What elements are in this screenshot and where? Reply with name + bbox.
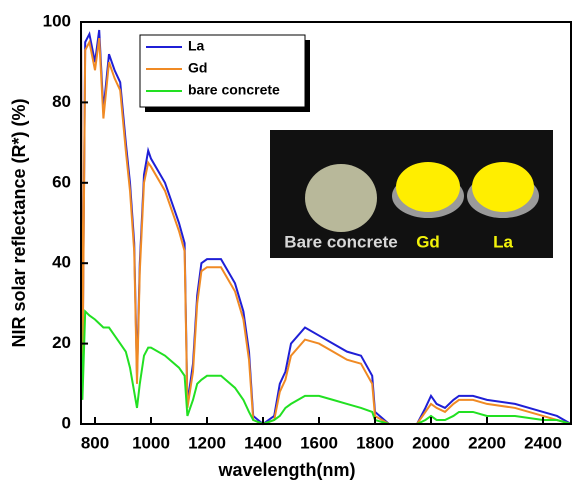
x-tick-label: 1600 [300,433,338,452]
inset-label: Gd [416,232,440,251]
y-tick-label: 20 [52,333,71,352]
y-tick-label: 40 [52,253,71,272]
inset-photo [270,130,553,258]
y-tick-label: 100 [43,11,71,30]
la-disc [472,162,534,212]
inset-label: Bare concrete [284,232,397,251]
x-tick-label: 800 [81,433,109,452]
y-tick-label: 60 [52,172,71,191]
x-tick-label: 2400 [524,433,562,452]
plot-lines [80,26,572,426]
inset-label: La [493,232,513,251]
y-tick-label: 80 [52,92,71,111]
plot-frame [80,21,572,425]
line-series [80,309,572,426]
y-tick-label: 0 [62,413,71,432]
x-tick-label: 1800 [356,433,394,452]
x-tick-label: 2200 [468,433,506,452]
x-tick-label: 1200 [188,433,226,452]
x-tick-label: 1000 [132,433,170,452]
legend-label: Gd [188,60,207,76]
x-axis-title: wavelength(nm) [217,460,355,480]
legend-label: bare concrete [188,82,280,98]
x-tick-label: 2000 [412,433,450,452]
legend-label: La [188,38,205,54]
y-axis-title: NIR solar reflectance (R*) (%) [9,98,29,347]
bare-concrete-disc [305,164,377,232]
gd-disc [396,162,460,212]
line-series [80,30,572,426]
x-tick-label: 1400 [244,433,282,452]
